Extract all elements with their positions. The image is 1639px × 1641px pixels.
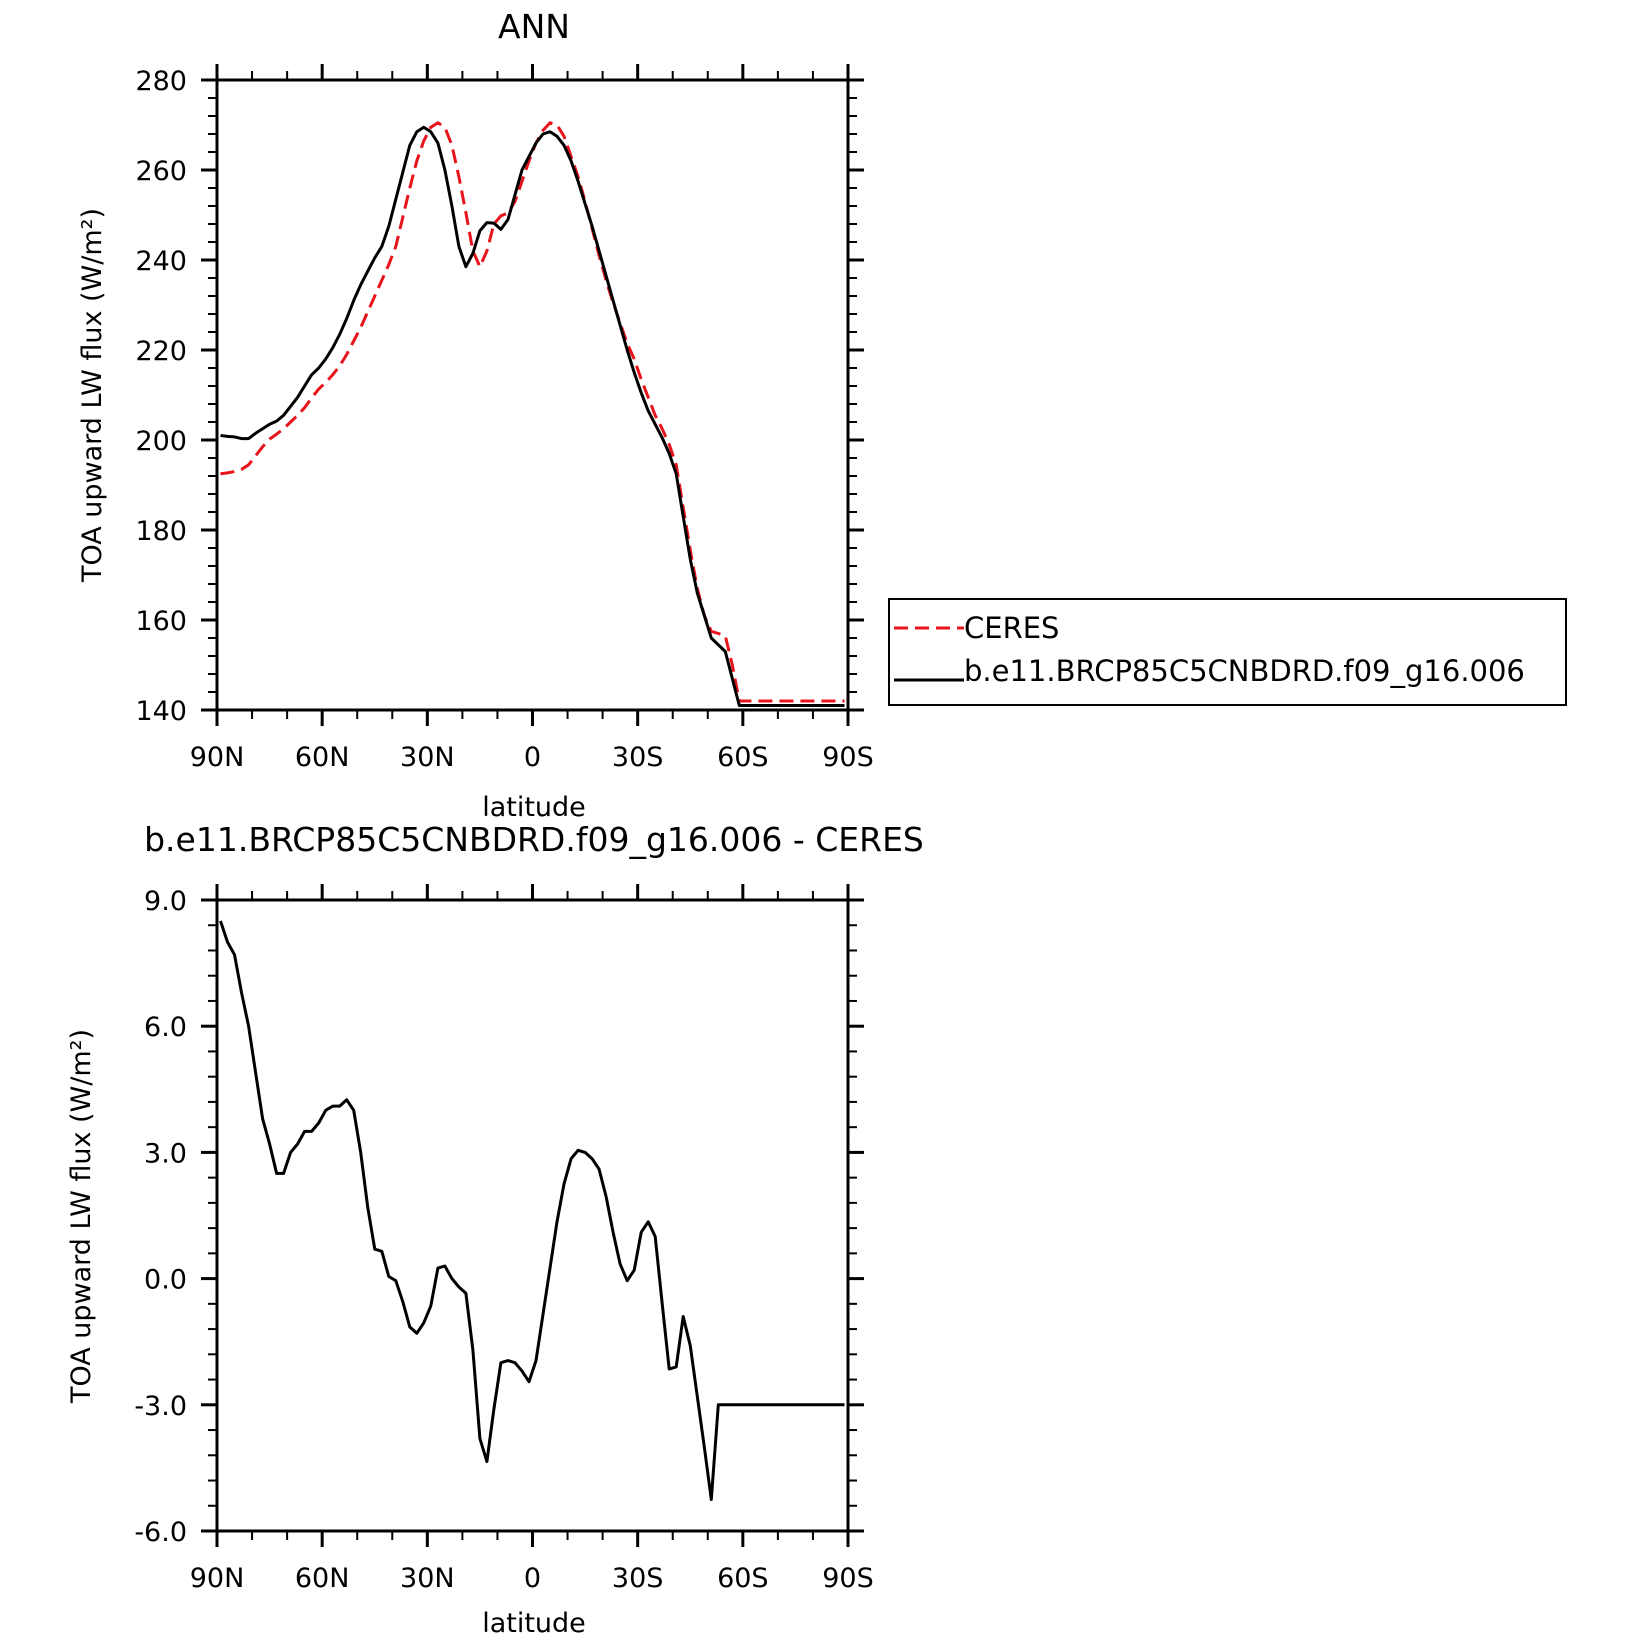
bottom-y-tick-label: -6.0 xyxy=(134,1517,187,1548)
top-x-tick-label: 30N xyxy=(400,742,455,773)
bottom-x-tick-label: 90N xyxy=(190,1563,245,1594)
bottom-y-axis-label: TOA upward LW flux (W/m²) xyxy=(66,1029,97,1404)
top-x-tick-label: 60S xyxy=(717,742,769,773)
top-y-tick-label: 280 xyxy=(135,66,187,97)
top-y-axis-label: TOA upward LW flux (W/m²) xyxy=(77,208,108,583)
bottom-series-line-difference xyxy=(219,920,845,1501)
bottom-x-tick-labels: 90N 60N 30N 0 30S 60S 90S xyxy=(190,1563,874,1594)
legend-box xyxy=(888,598,1567,706)
top-y-tick-label: 220 xyxy=(135,336,187,367)
top-x-tick-label: 90S xyxy=(822,742,874,773)
bottom-panel: b.e11.BRCP85C5CNBDRD.f09_g16.006 - CERES… xyxy=(66,820,924,1639)
legend-ceres-label: CERES xyxy=(964,611,1059,645)
bottom-axis-ticks xyxy=(201,884,864,1547)
bottom-x-axis-label: latitude xyxy=(482,1608,586,1639)
top-x-tick-label: 60N xyxy=(295,742,350,773)
bottom-y-tick-label: 9.0 xyxy=(144,886,187,917)
top-y-tick-label: 180 xyxy=(135,516,187,547)
bottom-x-tick-label: 90S xyxy=(822,1563,874,1594)
bottom-y-tick-labels: -6.0 -3.0 0.0 3.0 6.0 9.0 xyxy=(134,886,187,1548)
top-x-axis-label: latitude xyxy=(482,792,586,823)
top-x-tick-label: 30S xyxy=(612,742,664,773)
top-plot-frame xyxy=(215,78,850,712)
top-y-tick-label: 200 xyxy=(135,426,187,457)
legend-model-label: b.e11.BRCP85C5CNBDRD.f09_g16.006 xyxy=(964,654,1525,688)
bottom-series-lines xyxy=(219,920,845,1501)
bottom-x-tick-label: 60S xyxy=(717,1563,769,1594)
bottom-x-tick-label: 30S xyxy=(612,1563,664,1594)
bottom-y-tick-label: 6.0 xyxy=(144,1012,187,1043)
bottom-x-tick-label: 0 xyxy=(524,1563,541,1594)
top-x-tick-label: 90N xyxy=(190,742,245,773)
bottom-y-tick-label: -3.0 xyxy=(134,1391,187,1422)
top-x-tick-label: 0 xyxy=(524,742,541,773)
top-panel: ANN 140 160 180 200 220 240 260 280 90N 60N 30N 0 3… xyxy=(77,7,1567,823)
top-y-tick-labels: 140 160 180 200 220 240 260 280 xyxy=(135,66,187,727)
bottom-x-tick-label: 30N xyxy=(400,1563,455,1594)
top-x-tick-labels: 90N 60N 30N 0 30S 60S 90S xyxy=(190,742,874,773)
top-series-line-ceres xyxy=(220,121,845,703)
top-y-tick-label: 240 xyxy=(135,246,187,277)
legend: CERES b.e11.BRCP85C5CNBDRD.f09_g16.006 xyxy=(888,598,1567,706)
top-chart-title: ANN xyxy=(498,7,570,46)
bottom-x-tick-label: 60N xyxy=(295,1563,350,1594)
top-y-tick-label: 260 xyxy=(135,156,187,187)
bottom-y-tick-label: 0.0 xyxy=(144,1265,187,1296)
bottom-plot-frame xyxy=(215,898,850,1533)
top-axis-ticks xyxy=(201,64,864,726)
top-y-tick-label: 160 xyxy=(135,606,187,637)
top-series-line-model xyxy=(220,125,845,707)
bottom-chart-title: b.e11.BRCP85C5CNBDRD.f09_g16.006 - CERES xyxy=(144,820,924,859)
bottom-y-tick-label: 3.0 xyxy=(144,1138,187,1169)
top-y-tick-label: 140 xyxy=(135,696,187,727)
top-series-lines xyxy=(220,121,845,707)
